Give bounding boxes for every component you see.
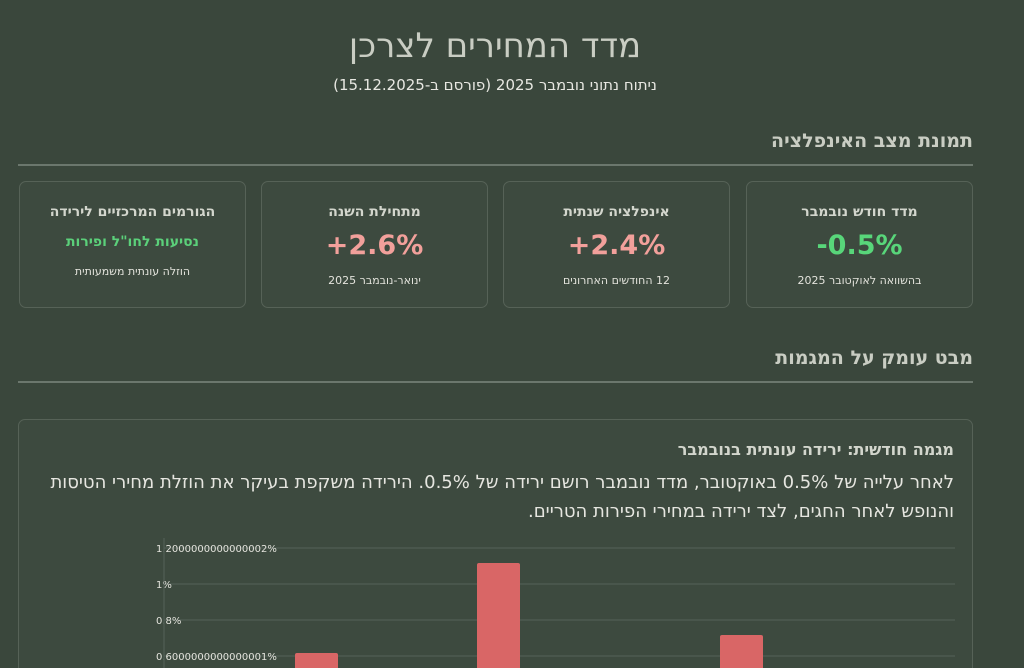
card-year-to-date: מתחילת השנה +2.6% ינואר-נובמבר 2025	[261, 181, 488, 308]
section-title-deep-dive: מבט עומק על המגמות	[775, 347, 973, 369]
chart-bar[interactable]	[477, 563, 520, 668]
monthly-chart: 1.2000000000000002% 1% 0.8% 0.6000000000000…	[28, 538, 968, 668]
card-value: נסיעות לחו"ל ופירות	[65, 234, 199, 250]
card-label: מתחילת השנה	[328, 204, 421, 220]
section-divider	[18, 164, 973, 166]
card-monthly-index: מדד חודש נובמבר -0.5% בהשוואה לאוקטובר 2…	[746, 181, 973, 308]
section-title-snapshot: תמונת מצב האינפלציה	[771, 130, 973, 152]
panel-title: מגמה חודשית: ירידה עונתית בנובמבר	[677, 440, 954, 459]
card-value: +2.4%	[567, 230, 666, 261]
panel-text: לאחר עלייה של 0.5% באוקטובר, מדד נובמבר …	[50, 472, 954, 522]
card-note: 12 החודשים האחרונים	[562, 274, 671, 287]
page-subtitle: ניתוח נתוני נובמבר 2025 (פורסם ב-15.12.2…	[333, 76, 657, 94]
card-label: אינפלציה שנתית	[563, 204, 670, 220]
chart-bar[interactable]	[295, 653, 338, 668]
page-title: מדד המחירים לצרכן	[348, 26, 642, 66]
card-main-drivers: הגורמים המרכזיים לירידה נסיעות לחו"ל ופי…	[19, 181, 246, 308]
kpi-cards: מדד חודש נובמבר -0.5% בהשוואה לאוקטובר 2…	[18, 181, 973, 310]
card-annual-inflation: אינפלציה שנתית +2.4% 12 החודשים האחרונים	[503, 181, 730, 308]
card-label: הגורמים המרכזיים לירידה	[49, 204, 216, 220]
card-value: +2.6%	[325, 230, 424, 261]
card-note: הוזלה עונתית משמעותית	[74, 265, 191, 278]
card-note: בהשוואה לאוקטובר 2025	[797, 274, 922, 287]
y-tick-label: 0.6000000000000001%	[156, 652, 277, 663]
section-divider	[18, 381, 973, 383]
chart-canvas: 1.2000000000000002%1%0.8%0.6000000000000…	[156, 538, 955, 668]
card-label: מדד חודש נובמבר	[801, 204, 918, 220]
y-tick-label: 1.2000000000000002%	[156, 544, 277, 555]
card-note: ינואר-נובמבר 2025	[328, 274, 421, 287]
y-tick-label: 0.8%	[156, 616, 181, 627]
card-value: -0.5%	[816, 230, 903, 261]
chart-bar[interactable]	[720, 635, 763, 668]
